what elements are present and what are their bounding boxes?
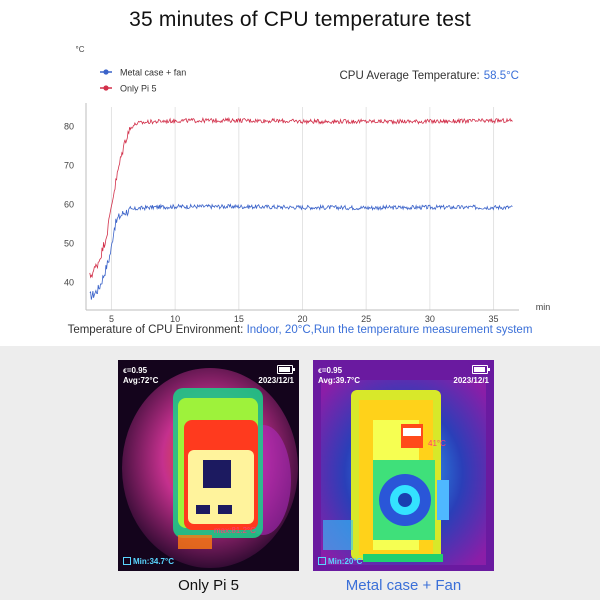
- emissivity-label: ϵ=0.95: [123, 366, 148, 375]
- chart-title: 35 minutes of CPU temperature test: [129, 8, 471, 31]
- environment-value: Indoor, 20°C,Run the temperature measure…: [246, 324, 533, 336]
- min-temperature-label: Min:20°C: [318, 557, 362, 566]
- min-marker-icon: [123, 557, 131, 565]
- battery-icon: [472, 365, 490, 374]
- thermal-image-metal-case-fan: ϵ=0.95 Avg:39.7°C 2023/12/1 41°C Min:20°…: [313, 360, 494, 571]
- battery-icon: [277, 365, 295, 374]
- thermal-comparison-panel: ϵ=0.95 Avg:72°C 2023/12/1 max:81.2°C Min…: [0, 346, 600, 600]
- y-axis-unit-label: °C: [76, 45, 85, 54]
- environment-label: Temperature of CPU Environment:: [67, 324, 244, 336]
- avg-temperature-label: Avg:39.7°C: [318, 376, 361, 385]
- legend-label-0: Metal case + fan: [120, 68, 186, 78]
- x-tick-label: 35: [489, 314, 499, 324]
- x-tick-label: 10: [170, 314, 180, 324]
- y-tick-label: 80: [64, 122, 74, 132]
- chart-legend: Metal case + fan Only Pi 5: [100, 68, 186, 94]
- series-line-1: [89, 116, 513, 279]
- legend-label-1: Only Pi 5: [120, 84, 157, 94]
- chart-axes: 5 10 15 20 25 30 35 40 50 60 70 80 °C min: [64, 45, 550, 324]
- caption-only-pi5: Only Pi 5: [178, 577, 239, 594]
- avg-temperature-label: Avg:72°C: [123, 376, 159, 385]
- thermal-heatmap-pi5: [118, 360, 299, 571]
- chart-grid: [110, 107, 495, 310]
- caption-metal-case-fan: Metal case + Fan: [345, 577, 462, 594]
- min-temperature-value: Min:34.7°C: [133, 557, 174, 566]
- average-temperature-annotation: CPU Average Temperature: 58.5°C: [339, 70, 519, 82]
- min-temperature-label: Min:34.7°C: [123, 557, 174, 566]
- y-tick-label: 60: [64, 200, 74, 210]
- x-tick-label: 20: [297, 314, 307, 324]
- date-label: 2023/12/1: [258, 376, 294, 385]
- chart-series: [89, 116, 513, 300]
- annotation-label: CPU Average Temperature:: [339, 70, 479, 82]
- y-tick-label: 70: [64, 161, 74, 171]
- y-tick-label: 50: [64, 239, 74, 249]
- legend-marker-0: [103, 69, 109, 75]
- x-tick-label: 15: [234, 314, 244, 324]
- max-temperature-label: 41°C: [428, 439, 446, 448]
- x-tick-label: 25: [361, 314, 371, 324]
- thermal-heatmap-metal-case: [313, 360, 494, 571]
- thermal-image-only-pi5: ϵ=0.95 Avg:72°C 2023/12/1 max:81.2°C Min…: [118, 360, 299, 571]
- x-tick-label: 30: [425, 314, 435, 324]
- emissivity-label: ϵ=0.95: [318, 366, 343, 375]
- legend-marker-1: [103, 85, 109, 91]
- temperature-chart: 5 10 15 20 25 30 35 40 50 60 70 80 °C min Metal case …: [64, 45, 550, 324]
- x-axis-unit-label: min: [536, 302, 551, 312]
- environment-note: Temperature of CPU Environment: Indoor, …: [0, 324, 600, 336]
- x-tick-label: 5: [109, 314, 114, 324]
- date-label: 2023/12/1: [453, 376, 489, 385]
- series-line-0: [89, 203, 513, 300]
- min-temperature-value: Min:20°C: [328, 557, 363, 566]
- y-tick-label: 40: [64, 278, 74, 288]
- min-marker-icon: [318, 557, 326, 565]
- annotation-value: 58.5°C: [484, 70, 519, 82]
- max-temperature-label: max:81.2°C: [214, 526, 256, 535]
